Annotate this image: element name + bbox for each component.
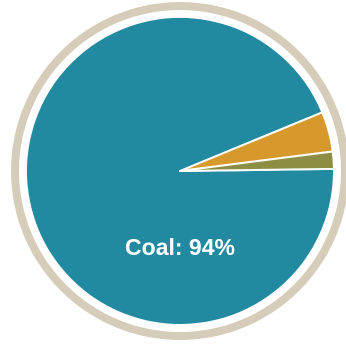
pie-slice-2: [179, 150, 335, 172]
data-label-coal: Coal: 94%: [125, 234, 235, 260]
pie-slices: [24, 16, 335, 326]
